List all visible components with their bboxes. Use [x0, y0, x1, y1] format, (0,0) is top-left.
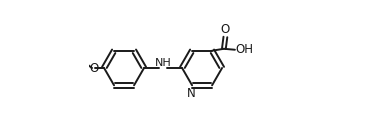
Text: OH: OH	[236, 43, 254, 56]
Text: N: N	[187, 87, 195, 100]
Text: O: O	[89, 61, 98, 75]
Text: NH: NH	[155, 58, 171, 68]
Text: O: O	[221, 23, 230, 36]
